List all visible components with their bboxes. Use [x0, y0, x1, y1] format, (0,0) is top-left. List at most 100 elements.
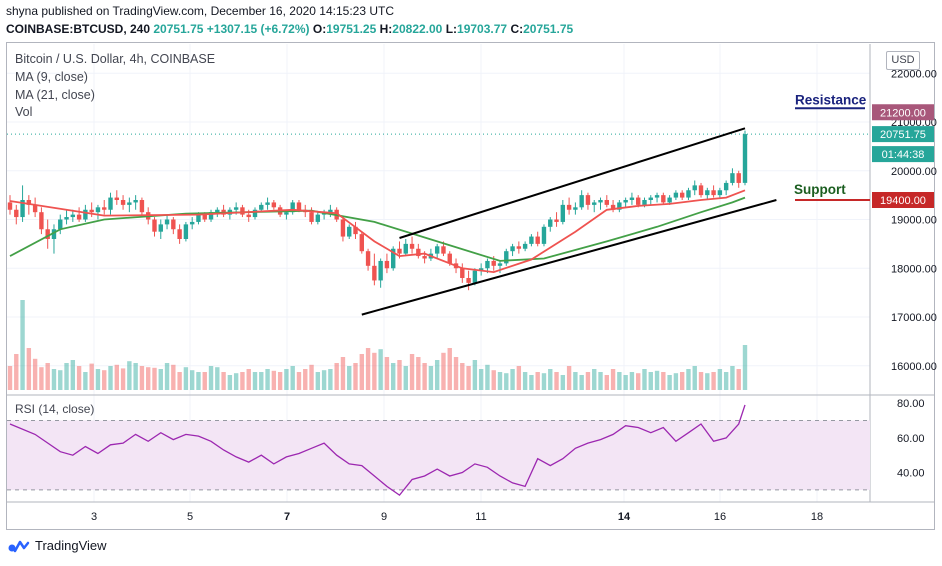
volume-bar	[409, 354, 415, 390]
candle-body	[397, 248, 402, 254]
last-price-tag: 20751.75	[880, 129, 926, 141]
volume-bar	[177, 372, 182, 390]
volume-bar	[497, 372, 503, 390]
candle-body	[478, 268, 484, 271]
candle-body	[215, 209, 220, 213]
candle-body	[102, 207, 107, 210]
volume-bar	[315, 372, 321, 390]
support-price-tag: 19400.00	[880, 195, 926, 207]
candle-body	[152, 219, 157, 232]
candle-body	[554, 219, 559, 222]
candle-body	[265, 202, 270, 205]
volume-bar	[667, 375, 672, 390]
candle-body	[177, 229, 182, 239]
x-tick-label: 16	[714, 511, 726, 523]
volume-bar	[89, 363, 94, 390]
candle-body	[403, 243, 408, 254]
volume-bar	[215, 367, 220, 390]
volume-bar	[365, 348, 371, 390]
volume-bar	[692, 366, 697, 390]
volume-bar	[39, 367, 44, 390]
volume-bar	[246, 369, 251, 390]
candle-body	[661, 195, 666, 203]
candle-body	[629, 197, 635, 200]
candle-body	[585, 195, 591, 205]
candle-body	[365, 251, 371, 266]
candle-body	[592, 202, 597, 205]
candle-body	[347, 226, 352, 237]
x-tick-label: 5	[187, 511, 193, 523]
last-price: 20751.75	[153, 22, 204, 36]
y-tick-label: 18000.00	[891, 263, 937, 275]
volume-bar	[95, 369, 101, 390]
candle-body	[485, 260, 490, 269]
candle-body	[259, 204, 264, 210]
countdown-tag: 01:44:38	[882, 149, 925, 161]
volume-bar	[472, 360, 478, 390]
y-tick-label: 19000.00	[891, 215, 937, 227]
candle-body	[246, 214, 251, 218]
volume-bar	[686, 369, 691, 390]
candle-body	[610, 204, 616, 210]
y-tick-label: 16000.00	[891, 361, 937, 373]
chart-frame	[6, 42, 935, 530]
volume-bar	[58, 370, 63, 390]
candle-body	[284, 212, 289, 215]
volume-bar	[661, 372, 666, 390]
candle-body	[76, 214, 82, 220]
volume-bar	[560, 375, 566, 390]
volume-bar	[309, 364, 314, 390]
candle-body	[340, 219, 346, 237]
volume-bar	[152, 367, 157, 390]
volume-bar	[566, 366, 572, 390]
candle-body	[95, 207, 101, 213]
volume-bar	[227, 375, 233, 390]
candle-body	[64, 217, 69, 220]
rsi-tick-label: 80.00	[897, 398, 925, 410]
volume-bar	[554, 372, 559, 390]
candle-body	[158, 224, 163, 232]
tradingview-logo-icon	[8, 540, 30, 552]
volume-bar	[20, 300, 25, 390]
volume-bar	[592, 369, 597, 390]
volume-bar	[114, 364, 119, 390]
candle-body	[290, 202, 295, 213]
close-value: 20751.75	[523, 22, 574, 36]
volume-bar	[604, 375, 609, 390]
candle-body	[422, 256, 427, 259]
candle-body	[139, 200, 145, 213]
volume-bar	[290, 366, 295, 390]
candle-body	[20, 200, 25, 218]
x-tick-label: 14	[618, 511, 631, 523]
volume-bar	[146, 367, 151, 390]
channel-upper-line	[399, 127, 746, 239]
price-change: +1307.15 (+6.72%)	[206, 22, 310, 36]
volume-bar	[466, 366, 471, 390]
volume-bar	[736, 369, 741, 390]
volume-bar	[434, 360, 440, 390]
volume-bar	[617, 372, 622, 390]
candle-body	[441, 246, 446, 254]
open-value: 19751.25	[326, 22, 377, 36]
candle-body	[183, 224, 189, 239]
volume-bar	[340, 357, 346, 390]
volume-bar	[271, 370, 277, 390]
currency-button[interactable]: USD	[886, 51, 920, 70]
footer-brand[interactable]: TradingView	[8, 538, 107, 553]
candle-body	[692, 185, 697, 191]
volume-bar	[648, 372, 653, 390]
candle-body	[83, 209, 88, 220]
candle-body	[353, 226, 358, 235]
volume-bar	[328, 369, 333, 390]
candle-body	[391, 248, 396, 269]
candle-body	[51, 229, 57, 239]
candle-body	[711, 190, 716, 196]
volume-bar	[303, 369, 308, 390]
volume-bar	[259, 372, 264, 390]
footer-brand-label: TradingView	[35, 538, 107, 553]
volume-bar	[189, 370, 195, 390]
rsi-line	[9, 404, 746, 496]
volume-bar	[120, 368, 126, 390]
volume-bar	[277, 372, 283, 390]
